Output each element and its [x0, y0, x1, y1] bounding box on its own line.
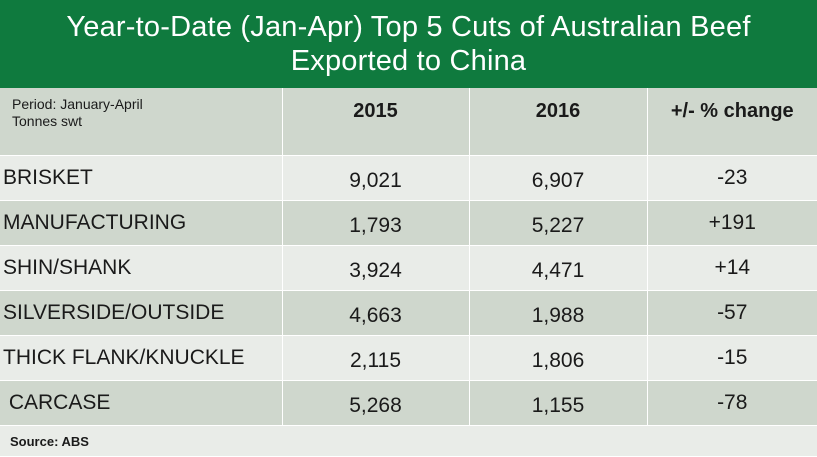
- table-row: SHIN/SHANK 3,924 4,471 +14: [0, 245, 817, 291]
- cut-name-cell: CARCASE: [0, 380, 283, 426]
- value-2016-cell: 6,907: [469, 155, 648, 201]
- table-row: THICK FLANK/KNUCKLE 2,115 1,806 -15: [0, 335, 817, 381]
- header-row: Period: January-April Tonnes swt 2015 20…: [0, 88, 817, 156]
- cut-name-cell: BRISKET: [0, 155, 283, 201]
- source-row: Source: ABS: [0, 425, 817, 457]
- header-2015: 2015: [282, 88, 470, 156]
- table-row: CARCASE 5,268 1,155 -78: [0, 380, 817, 426]
- change-cell: -23: [647, 155, 817, 201]
- value-2015-cell: 1,793: [282, 200, 470, 246]
- chart-title-line-1: Year-to-Date (Jan-Apr) Top 5 Cuts of Aus…: [66, 11, 751, 43]
- table-row: MANUFACTURING 1,793 5,227 +191: [0, 200, 817, 246]
- value-2015-cell: 4,663: [282, 290, 470, 336]
- chart-title: Year-to-Date (Jan-Apr) Top 5 Cuts of Aus…: [0, 0, 817, 88]
- period-label: Period: January-April: [12, 96, 143, 112]
- cut-name-cell: SILVERSIDE/OUTSIDE: [0, 290, 283, 336]
- value-2015-cell: 9,021: [282, 155, 470, 201]
- cut-name-cell: THICK FLANK/KNUCKLE: [0, 335, 283, 381]
- value-2016-cell: 1,988: [469, 290, 648, 336]
- header-2016: 2016: [469, 88, 648, 156]
- change-cell: -15: [647, 335, 817, 381]
- unit-label: Tonnes swt: [12, 113, 83, 129]
- value-2016-cell: 1,806: [469, 335, 648, 381]
- period-header-cell: Period: January-April Tonnes swt: [0, 88, 283, 156]
- cut-name-cell: SHIN/SHANK: [0, 245, 283, 291]
- change-cell: +191: [647, 200, 817, 246]
- value-2015-cell: 5,268: [282, 380, 470, 426]
- source-note: Source: ABS: [0, 425, 817, 457]
- chart-title-line-2: Exported to China: [290, 45, 527, 77]
- table-row: BRISKET 9,021 6,907 -23: [0, 155, 817, 201]
- value-2016-cell: 5,227: [469, 200, 648, 246]
- change-cell: -57: [647, 290, 817, 336]
- value-2015-cell: 3,924: [282, 245, 470, 291]
- data-table: Period: January-April Tonnes swt 2015 20…: [0, 88, 817, 457]
- cut-name-cell: MANUFACTURING: [0, 200, 283, 246]
- value-2016-cell: 4,471: [469, 245, 648, 291]
- change-cell: -78: [647, 380, 817, 426]
- header-change: +/- % change: [647, 88, 817, 156]
- value-2015-cell: 2,115: [282, 335, 470, 381]
- change-cell: +14: [647, 245, 817, 291]
- table-row: SILVERSIDE/OUTSIDE 4,663 1,988 -57: [0, 290, 817, 336]
- value-2016-cell: 1,155: [469, 380, 648, 426]
